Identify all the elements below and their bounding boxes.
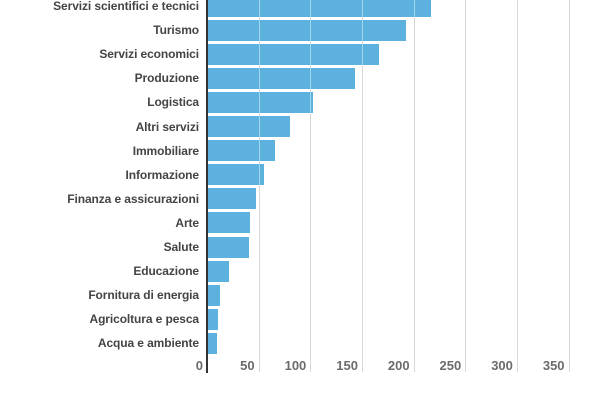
gridline: [258, 0, 260, 372]
bar: [208, 236, 250, 258]
bar-gridline-overlay: [361, 43, 363, 65]
bar-gridline-overlay: [258, 67, 260, 89]
category-label: Acqua e ambiente: [97, 336, 199, 351]
bar: [208, 260, 229, 282]
x-tick-label: 50: [240, 358, 255, 373]
gridline: [310, 0, 312, 372]
gridline: [465, 0, 467, 372]
gridline: [361, 0, 363, 372]
category-label: Logistica: [147, 95, 199, 110]
bar-gridline-overlay: [310, 67, 312, 89]
category-label: Immobiliare: [132, 143, 199, 158]
bar: [208, 140, 276, 162]
x-tick-label: 200: [387, 358, 410, 373]
bar: [208, 284, 221, 306]
x-tick-label: 300: [491, 358, 513, 373]
bar: [208, 91, 314, 113]
bar-gridline-overlay: [258, 116, 260, 137]
bar-gridline-overlay: [361, 19, 363, 41]
bar-gridline-overlay: [310, 0, 312, 17]
bar: [208, 164, 264, 186]
bar: [208, 188, 256, 210]
category-label: Produzione: [134, 71, 199, 86]
bar-gridline-overlay: [258, 43, 260, 65]
bar: [208, 19, 407, 41]
bar: [208, 43, 380, 65]
category-label: Agricoltura e pesca: [89, 312, 200, 327]
bar-gridline-overlay: [361, 0, 363, 17]
axis-baseline: [206, 0, 208, 373]
bar-gridline-overlay: [258, 164, 260, 186]
bar-gridline-overlay: [258, 140, 260, 162]
x-tick-label: 350: [542, 358, 565, 373]
gridline: [413, 0, 415, 372]
category-label: Fornitura di energia: [88, 288, 199, 303]
bar: [208, 67, 355, 89]
x-tick-label: 100: [284, 358, 307, 373]
bar-gridline-overlay: [258, 0, 260, 17]
x-tick-label: 0: [195, 358, 203, 373]
gridline: [568, 0, 570, 372]
bar: [208, 116, 290, 137]
category-label: Arte: [175, 215, 199, 230]
bar-gridline-overlay: [310, 91, 312, 113]
bar: [208, 332, 218, 354]
x-tick-label: 250: [439, 358, 462, 373]
category-label: Informazione: [125, 167, 200, 182]
bar: [208, 212, 251, 234]
gridline: [516, 0, 518, 372]
bar-gridline-overlay: [310, 43, 312, 65]
x-tick-label: 150: [336, 358, 358, 373]
category-label: Turismo: [153, 23, 199, 38]
category-label: Servizi scientifici e tecnici: [53, 0, 199, 13]
category-label: Altri servizi: [135, 119, 200, 134]
bar-gridline-overlay: [413, 0, 415, 17]
bar: [208, 0, 432, 17]
bar-gridline-overlay: [258, 19, 260, 41]
bar: [208, 308, 219, 330]
bar-gridline-overlay: [310, 19, 312, 41]
category-label: Salute: [163, 240, 200, 254]
category-label: Servizi economici: [99, 47, 199, 62]
category-label: Educazione: [133, 264, 199, 279]
category-label: Finanza e assicurazioni: [67, 191, 199, 206]
bar-gridline-overlay: [258, 91, 260, 113]
